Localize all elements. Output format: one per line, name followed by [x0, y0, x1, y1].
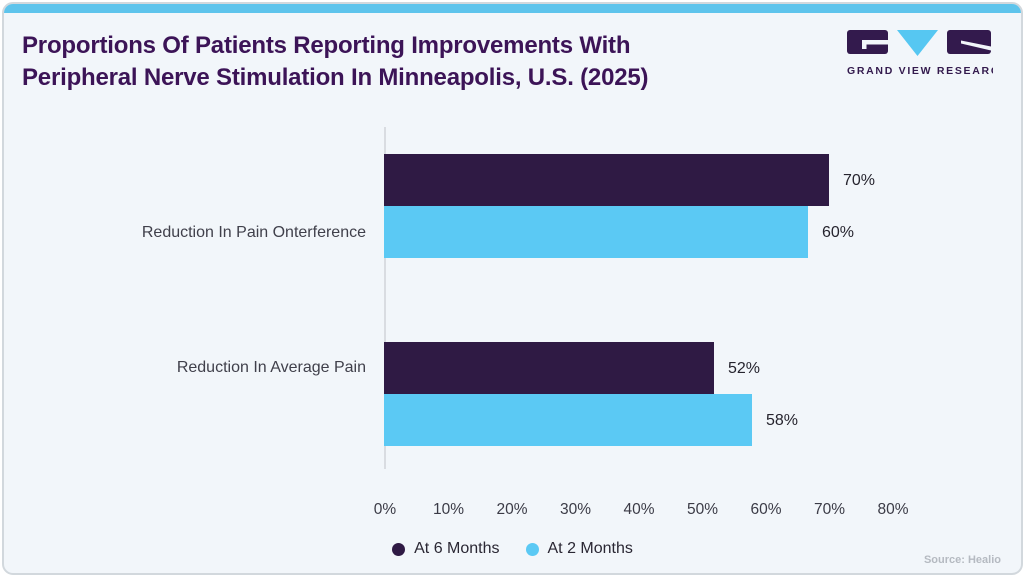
chart-title-line1: Proportions Of Patients Reporting Improv… [22, 32, 631, 59]
x-tick-label: 0% [373, 501, 397, 518]
chart-title: Proportions Of Patients Reporting Improv… [22, 30, 812, 94]
legend-item-at-2-months: At 2 Months [525, 540, 633, 558]
grand-view-research-logo: GRAND VIEW RESEARCH [847, 30, 993, 77]
logo-v-triangle [897, 30, 938, 56]
logo-g-notch [862, 40, 888, 45]
x-tick-label: 20% [496, 501, 528, 518]
bar-at-6-months [384, 154, 829, 206]
bar-chart: Reduction In Pain Onterference 70% 60% Redu… [4, 4, 1021, 573]
x-tick-label: 40% [623, 501, 655, 518]
legend-color-dot [392, 542, 406, 556]
category-label: Reduction In Pain Onterference [141, 224, 366, 241]
chart-title-line2: Peripheral Nerve Stimulation In Minneapo… [22, 64, 649, 91]
y-axis-line [384, 127, 386, 469]
value-label: 60% [822, 224, 855, 241]
bar-at-2-months [384, 206, 808, 258]
logo-r-block [947, 30, 991, 54]
logo-r-notch [961, 40, 991, 51]
x-tick-label: 10% [432, 501, 465, 518]
x-tick-label: 50% [686, 501, 719, 518]
legend-color-dot [525, 542, 539, 556]
source-credit: Source: Healio [923, 554, 1001, 566]
value-label: 58% [766, 412, 799, 429]
legend-label: At 6 Months [414, 540, 500, 557]
bar-at-6-months [384, 342, 714, 394]
x-tick-label: 80% [877, 501, 909, 518]
value-label: 52% [728, 360, 761, 377]
logo-wordmark: GRAND VIEW RESEARCH [847, 65, 993, 77]
x-tick-label: 30% [559, 501, 592, 518]
x-tick-label: 60% [750, 501, 782, 518]
logo-g-notch2 [862, 40, 867, 49]
legend-item-at-6-months: At 6 Months [392, 540, 500, 558]
category-label: Reduction In Average Pain [176, 359, 366, 376]
legend: At 6 Months At 2 Months [4, 540, 1021, 558]
x-tick-label: 70% [813, 501, 846, 518]
legend-label: At 2 Months [547, 540, 633, 557]
bar-at-2-months [384, 394, 752, 446]
card-top-accent-strip [4, 4, 1021, 13]
value-label: 70% [843, 172, 876, 189]
